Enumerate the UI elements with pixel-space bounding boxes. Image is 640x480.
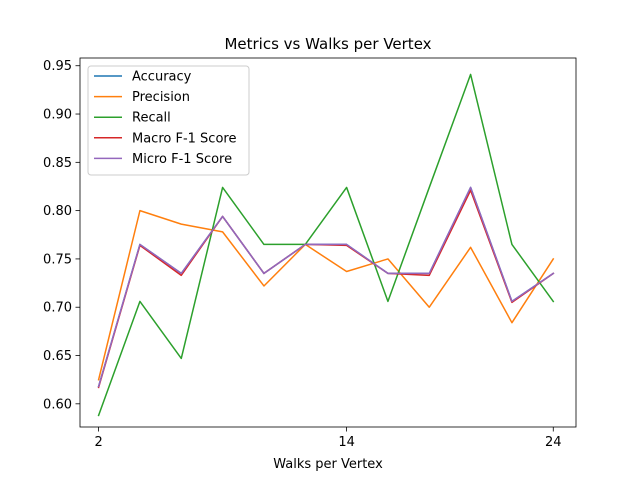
series-layer xyxy=(97,73,555,417)
y-tick-label-3: 0.75 xyxy=(43,252,72,267)
x-axis-title: Walks per Vertex xyxy=(273,457,383,472)
legend-label-1: Precision xyxy=(132,90,190,105)
legend-box xyxy=(87,65,250,176)
x-tick-label-0: 2 xyxy=(94,435,102,450)
plot-frame xyxy=(79,57,577,428)
x-tick-label-2: 24 xyxy=(545,435,562,450)
legend-label-0: Accuracy xyxy=(132,70,192,85)
y-tick-label-4: 0.80 xyxy=(43,204,72,219)
series-line-1 xyxy=(97,209,555,381)
series-line-4 xyxy=(97,186,555,388)
y-tick-label-2: 0.70 xyxy=(43,301,72,316)
chart-title: Metrics vs Walks per Vertex xyxy=(224,35,431,53)
y-tick-label-7: 0.95 xyxy=(43,59,72,74)
y-tick-label-5: 0.85 xyxy=(43,156,72,171)
legend-label-2: Recall xyxy=(132,111,171,126)
x-tick-label-1: 14 xyxy=(338,435,355,450)
legend: Accuracy Precision Recall Macro F-1 Score Mi… xyxy=(87,65,250,176)
axes-layer: 2 14 24 0.60 0.65 0.70 0.75 0.80 0.85 0.90 0.95 xyxy=(43,57,577,450)
y-tick-label-6: 0.90 xyxy=(43,108,72,123)
legend-label-4: Micro F-1 Score xyxy=(132,152,232,167)
y-tick-label-1: 0.65 xyxy=(43,349,72,364)
legend-label-3: Macro F-1 Score xyxy=(132,131,236,146)
series-line-2 xyxy=(97,73,555,417)
y-tick-label-0: 0.60 xyxy=(43,397,72,412)
